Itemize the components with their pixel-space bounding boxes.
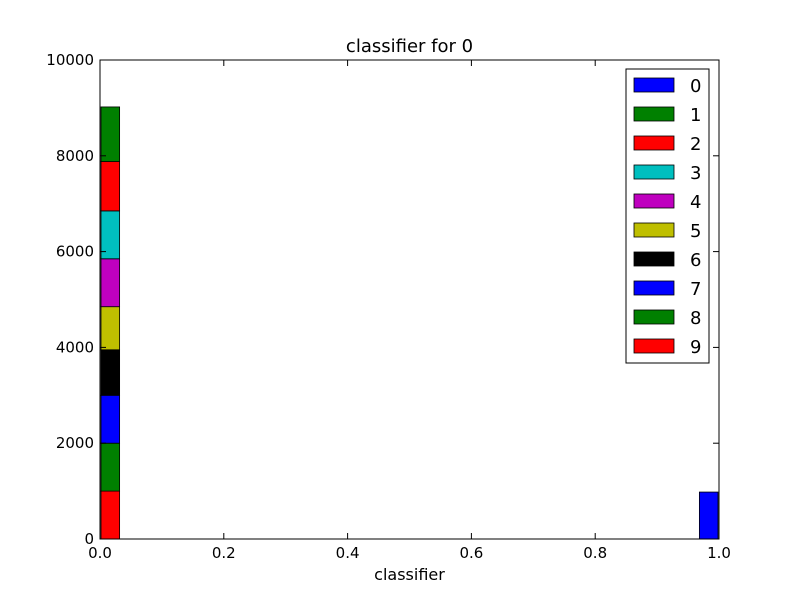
y-tick-label: 2000 — [56, 434, 94, 452]
histogram-bar — [100, 306, 121, 351]
x-ticks: 0.0 0.2 0.4 0.6 0.8 1.0 — [88, 60, 731, 562]
legend-swatch — [633, 251, 675, 267]
x-tick-label: 0.0 — [88, 544, 112, 562]
legend-label: 8 — [690, 308, 701, 329]
legend-swatch — [633, 77, 675, 93]
legend-label: 3 — [690, 163, 701, 184]
legend-label: 0 — [690, 76, 701, 97]
legend-swatch — [633, 222, 675, 238]
histogram-bar — [100, 258, 121, 308]
legend-swatch — [633, 309, 675, 325]
histogram-bar — [100, 349, 121, 396]
legend-swatch — [633, 106, 675, 122]
legend-label: 6 — [690, 250, 701, 271]
legend-swatch — [633, 164, 675, 180]
x-tick-label: 0.4 — [336, 544, 360, 562]
y-tick-label: 10000 — [46, 51, 94, 69]
y-ticks: 0 2000 4000 6000 8000 10000 — [46, 51, 719, 548]
chart-title: classifier for 0 — [346, 36, 473, 57]
legend-label: 2 — [690, 134, 701, 155]
legend-label: 7 — [690, 279, 701, 300]
histogram-bar — [100, 161, 121, 212]
legend-swatch — [633, 135, 675, 151]
x-tick-label: 0.8 — [583, 544, 607, 562]
bars-group — [100, 106, 719, 540]
x-tick-label: 0.6 — [459, 544, 483, 562]
legend-swatch — [633, 338, 675, 354]
legend-label: 5 — [690, 221, 701, 242]
histogram-bar — [100, 442, 121, 492]
x-tick-label: 1.0 — [707, 544, 731, 562]
legend-label: 1 — [690, 105, 701, 126]
x-tick-label: 0.2 — [212, 544, 236, 562]
plot-frame — [99, 59, 720, 540]
legend-label: 4 — [690, 192, 701, 213]
histogram-bar — [100, 106, 121, 162]
legend: 0 1 2 3 4 5 6 7 8 9 — [625, 68, 710, 364]
histogram-bar — [100, 394, 121, 444]
histogram-bar — [698, 491, 719, 540]
y-tick-label: 6000 — [56, 243, 94, 261]
legend-swatch — [633, 193, 675, 209]
y-tick-label: 0 — [84, 530, 94, 548]
x-axis-label: classifier — [374, 565, 445, 584]
legend-label: 9 — [690, 337, 701, 358]
legend-swatch — [633, 280, 675, 296]
y-tick-label: 8000 — [56, 147, 94, 165]
y-tick-label: 4000 — [56, 338, 94, 356]
histogram-bar — [100, 490, 121, 540]
